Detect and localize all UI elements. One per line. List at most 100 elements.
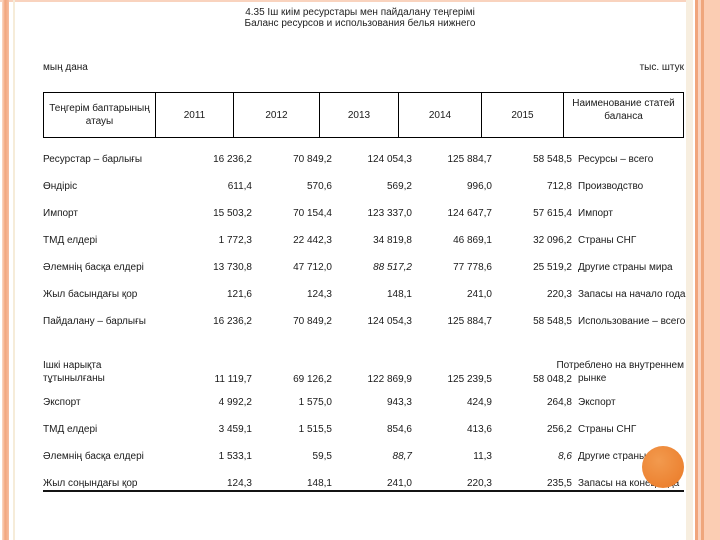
- header-cell-year-2014: 2014: [399, 93, 482, 137]
- value-2011: 1 533,1: [218, 451, 252, 462]
- value-2015: 264,8: [546, 397, 572, 408]
- value-2012: 124,3: [306, 289, 332, 300]
- value-2013: 124 054,3: [367, 316, 413, 327]
- value-2013: 569,2: [386, 181, 412, 192]
- value-2012: 1 575,0: [298, 397, 332, 408]
- row-label-ru: Страны СНГ: [578, 424, 637, 435]
- value-2013: 122 869,9: [367, 374, 413, 385]
- row-label-kk: Әлемнің басқа елдері: [43, 451, 144, 462]
- value-2011: 4 992,2: [218, 397, 252, 408]
- value-2014: 996,0: [466, 181, 492, 192]
- value-2014: 125 884,7: [447, 154, 493, 165]
- accent-circle: [642, 446, 684, 488]
- value-2011: 13 730,8: [213, 262, 252, 273]
- row-label-ru: Ресурсы – всего: [578, 154, 654, 165]
- table-header-row: Теңгерім баптарының атауы 2011 2012 2013…: [43, 92, 684, 138]
- value-2015: 256,2: [546, 424, 572, 435]
- value-2014: 124 647,7: [447, 208, 493, 219]
- row-label-ru: Другие страны мира: [578, 451, 673, 462]
- value-2012: 69 126,2: [293, 374, 332, 385]
- row-label-ru: Использование – всего: [578, 316, 686, 327]
- value-2013: 241,0: [386, 478, 412, 489]
- row-label-kk: Импорт: [43, 208, 78, 219]
- value-2014: 11,3: [473, 451, 492, 462]
- table-row: Жыл соңындағы қор 124,3 148,1 241,0 220,…: [43, 470, 684, 497]
- row-label-ru: Импорт: [578, 208, 613, 219]
- value-2011: 16 236,2: [213, 154, 252, 165]
- value-2014: 46 869,1: [453, 235, 492, 246]
- value-2014: 241,0: [466, 289, 492, 300]
- value-2011: 611,4: [227, 181, 252, 192]
- unit-label-left: мың дана: [43, 62, 88, 73]
- table-row: Экспорт 4 992,2 1 575,0 943,3 424,9 264,…: [43, 389, 684, 416]
- unit-label-right: тыс. штук: [639, 62, 684, 73]
- value-2015: 25 519,2: [533, 262, 572, 273]
- value-2014: 424,9: [466, 397, 492, 408]
- value-2015: 58 548,5: [533, 316, 572, 327]
- value-2015: 58 548,5: [533, 154, 572, 165]
- row-label-ru: Другие страны мира: [578, 262, 673, 273]
- table-row: Пайдалану – барлығы 16 236,2 70 849,2 12…: [43, 308, 686, 335]
- value-2012: 22 442,3: [293, 235, 332, 246]
- row-label-ru: Страны СНГ: [578, 235, 637, 246]
- value-2012: 47 712,0: [293, 262, 332, 273]
- row-label-kk: ТМД елдері: [43, 424, 98, 435]
- left-cream-line: [13, 0, 15, 540]
- table-row: ТМД елдері 3 459,1 1 515,5 854,6 413,6 2…: [43, 416, 684, 443]
- table-row: Ресурстар – барлығы 16 236,2 70 849,2 12…: [43, 146, 684, 173]
- value-2012: 70 849,2: [293, 316, 332, 327]
- value-2011: 1 772,3: [218, 235, 252, 246]
- table-body: Ресурстар – барлығы 16 236,2 70 849,2 12…: [43, 146, 686, 497]
- value-2015: 235,5: [546, 478, 572, 489]
- value-2014: 125 884,7: [447, 316, 493, 327]
- value-2011: 121,6: [226, 289, 252, 300]
- value-2013: 34 819,8: [373, 235, 412, 246]
- value-2015: 8,6: [558, 451, 572, 462]
- table-bottom-rule: [43, 490, 684, 492]
- value-2013: 124 054,3: [367, 154, 413, 165]
- value-2014: 220,3: [466, 478, 492, 489]
- row-label-ru: Запасы на конец года: [578, 478, 680, 489]
- slide-title-kk: 4.35 Іш киім ресурстары мен пайдалану те…: [245, 7, 475, 18]
- value-2013: 123 337,0: [367, 208, 413, 219]
- row-label-kk: Ресурстар – барлығы: [43, 154, 143, 165]
- row-label-kk: ТМД елдері: [43, 235, 98, 246]
- value-2012: 59,5: [312, 451, 332, 462]
- row-label-kk: Жыл соңындағы қор: [43, 478, 138, 489]
- row-label-ru: Производство: [578, 181, 644, 192]
- value-2011: 124,3: [226, 478, 252, 489]
- table-row: Жыл басындағы қор 121,6 124,3 148,1 241,…: [43, 281, 686, 308]
- right-border-stripes: [686, 0, 720, 540]
- left-border-stripe: [2, 0, 9, 540]
- value-2013: 88 517,2: [373, 262, 412, 273]
- header-cell-ru: Наименование статей баланса: [572, 98, 675, 122]
- value-2011: 11 119,7: [214, 374, 252, 385]
- row-label-kk: Экспорт: [43, 397, 81, 408]
- row-label-ru: Экспорт: [578, 397, 616, 408]
- table-row: Әлемнің басқа елдері 1 533,1 59,5 88,7 1…: [43, 443, 684, 470]
- value-2013: 88,7: [392, 451, 412, 462]
- row-label-kk: Жыл басындағы қор: [43, 289, 138, 300]
- value-2015: 58 048,2: [533, 374, 572, 385]
- value-2012: 70 849,2: [293, 154, 332, 165]
- value-2012: 1 515,5: [298, 424, 332, 435]
- row-label-kk: Ішкі нарықта тұтынылғаны: [43, 360, 105, 384]
- table-row: Әлемнің басқа елдері 13 730,8 47 712,0 8…: [43, 254, 684, 281]
- header-cell-year-2011: 2011: [156, 93, 234, 137]
- value-2011: 16 236,2: [213, 316, 252, 327]
- value-2015: 57 615,4: [533, 208, 572, 219]
- value-2013: 943,3: [386, 397, 412, 408]
- table-row: Өндіріс 611,4 570,6 569,2 996,0 712,8 Пр…: [43, 173, 684, 200]
- value-2012: 570,6: [306, 181, 332, 192]
- top-border-stripe: [0, 0, 720, 2]
- row-label-ru: Запасы на начало года: [578, 289, 686, 300]
- row-label-kk: Пайдалану – барлығы: [43, 316, 146, 327]
- value-2013: 854,6: [386, 424, 412, 435]
- header-cell-year-2013: 2013: [320, 93, 399, 137]
- value-2012: 70 154,4: [293, 208, 332, 219]
- table-row: Ішкі нарықта тұтынылғаны 11 119,7 69 126…: [43, 341, 684, 385]
- header-cell-kk: Теңгерім баптарының атауы: [44, 93, 156, 137]
- value-2015: 220,3: [546, 289, 572, 300]
- slide-title-ru: Баланс ресурсов и использования белья ни…: [244, 18, 476, 29]
